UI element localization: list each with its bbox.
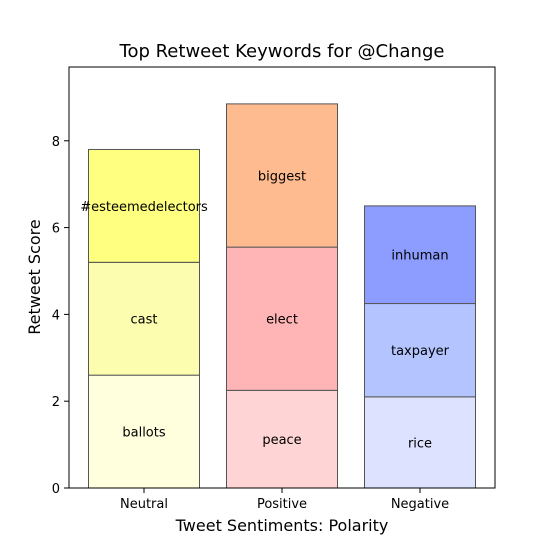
bar-segment-label: peace	[262, 433, 301, 448]
y-tick-label: 0	[52, 482, 60, 497]
x-axis: Neutral Positive Negative	[120, 488, 449, 512]
bar-segment-neutral-1	[88, 374, 200, 489]
bar-segment-label: ballots	[122, 426, 165, 441]
bars-group: ballots cast #esteemedelectors peace elect bi…	[80, 103, 476, 489]
y-tick-label: 2	[52, 395, 60, 410]
y-axis: 0 2 4 6 8	[52, 135, 69, 497]
bar-segment-label: inhuman	[391, 249, 448, 264]
x-tick-label: Negative	[391, 497, 449, 512]
y-tick-label: 6	[52, 222, 60, 237]
bar-segment-label: biggest	[258, 170, 306, 185]
y-tick-label: 8	[52, 135, 60, 150]
y-tick-label: 4	[52, 308, 60, 323]
chart-title: Top Retweet Keywords for @Change	[119, 41, 445, 62]
bar-segment-positive-2	[226, 246, 338, 391]
bar-segment-neutral-3	[88, 148, 200, 263]
plot-frame	[68, 66, 496, 489]
bar-segment-label: #esteemedelectors	[80, 200, 208, 215]
x-tick-label: Positive	[257, 497, 307, 512]
bar-segment-neutral-2	[88, 261, 200, 376]
bar-segment-label: taxpayer	[391, 344, 450, 359]
bar-segment-positive-3	[226, 103, 338, 248]
y-axis-label: Retweet Score	[25, 219, 44, 334]
bar-segment-label: elect	[266, 313, 298, 328]
x-tick-label: Neutral	[120, 497, 168, 512]
bar-segment-negative-3	[364, 205, 476, 305]
x-axis-label: Tweet Sentiments: Polarity	[175, 516, 389, 535]
bar-segment-label: rice	[408, 436, 432, 451]
bar-segment-label: cast	[131, 313, 158, 328]
bar-segment-negative-2	[364, 303, 476, 398]
bar-segment-positive-1	[226, 389, 338, 489]
